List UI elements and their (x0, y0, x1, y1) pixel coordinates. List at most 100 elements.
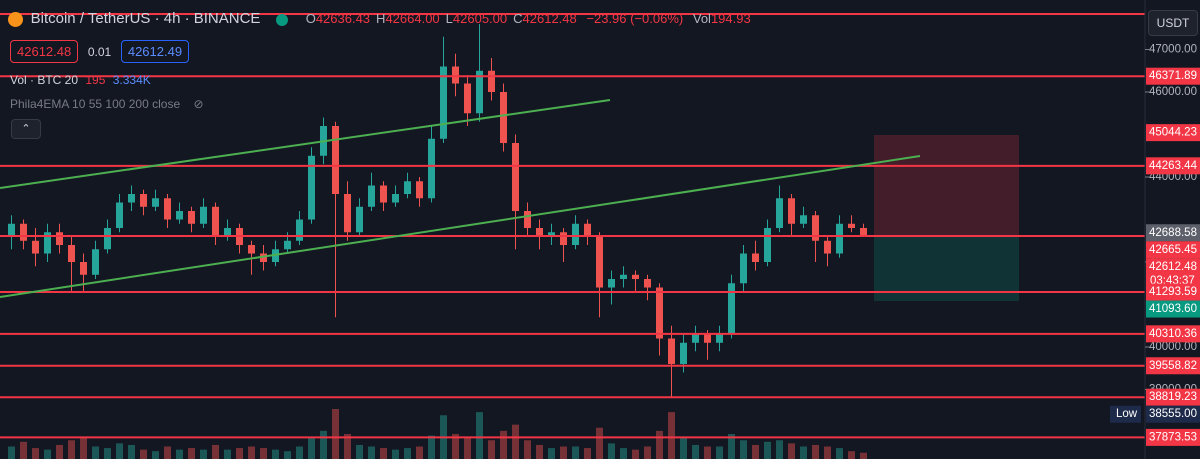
y-tick-label: 46000.00 (1149, 86, 1197, 98)
volume-bar (224, 449, 231, 459)
ohlc-value: 42612.48 (522, 11, 577, 26)
volume-bar (824, 446, 831, 459)
candle-body (800, 215, 807, 224)
ema-indicator: Phila4EMA 10 55 100 200 close ⊘ (10, 97, 204, 111)
target-zone (874, 236, 1019, 301)
change: −23.96 (−0.06%) (586, 11, 684, 26)
candle-body (68, 245, 75, 263)
candle-body (44, 232, 51, 254)
candle-body (656, 287, 663, 339)
candle-body (824, 240, 831, 254)
axis-labels: 47000.0046000.0044000.0042000.0040000.00… (1110, 44, 1200, 446)
candle-body (332, 126, 339, 195)
ohlc-label: H (376, 11, 386, 26)
candle-body (8, 223, 15, 237)
ohlc-label: L (445, 11, 453, 26)
price-label: 41093.60 (1149, 303, 1197, 315)
candle-body (632, 274, 639, 280)
volume-bar (644, 446, 651, 459)
candle-body (260, 253, 267, 263)
candle-body (440, 66, 447, 139)
price-label-box (1146, 300, 1200, 318)
price-label-box (1146, 405, 1200, 423)
market-status[interactable] (276, 13, 289, 26)
indicator-name[interactable]: Phila4EMA 10 55 100 200 close (10, 97, 181, 111)
candle-body (128, 194, 135, 203)
low-tag: Low (1116, 408, 1138, 420)
ohlc-value: 42605.00 (452, 11, 508, 26)
volume-bar (812, 444, 819, 459)
candle-body (224, 228, 231, 237)
candle-body (164, 198, 171, 220)
volume-bar (632, 449, 639, 459)
candle-body (836, 223, 843, 254)
candle-body (380, 185, 387, 203)
volume-bar (344, 434, 351, 459)
levels (0, 75, 1145, 439)
price-label-box (1146, 283, 1200, 301)
candle-body (428, 138, 435, 199)
volume-bar (320, 430, 327, 459)
candle-body (308, 155, 315, 220)
price-label: 40310.36 (1149, 328, 1197, 340)
volume-bar (56, 444, 63, 459)
volume-bar (692, 444, 699, 459)
volume-bar (584, 448, 591, 459)
candle-body (644, 279, 651, 288)
volume-bar (668, 412, 675, 459)
indicator-name[interactable]: Vol · BTC 20 (10, 73, 79, 87)
volume-bar (140, 449, 147, 459)
price-label-box (1146, 357, 1200, 375)
buy-button[interactable]: 42612.49 (120, 40, 190, 63)
candle-body (788, 198, 795, 224)
indicator-value: 195 (85, 73, 106, 87)
candle-body (524, 211, 531, 229)
currency-button[interactable]: USDT (1148, 10, 1198, 36)
volume-bar (236, 448, 243, 459)
volume-bar (596, 427, 603, 459)
volume-bar (512, 424, 519, 459)
price-label: 42665.45 (1149, 244, 1197, 256)
price-label: 42612.48 (1149, 261, 1197, 273)
ohlc-label: C (513, 11, 523, 26)
ohlc-value: 42664.00 (385, 11, 440, 26)
candles (8, 24, 867, 459)
volume-bar (392, 449, 399, 459)
volume-bar (272, 449, 279, 459)
price-label: 46371.89 (1149, 70, 1197, 82)
y-tick-label: 40000.00 (1149, 341, 1197, 353)
volume-bar (428, 435, 435, 459)
price-label: 41293.59 (1149, 286, 1197, 298)
candle-body (80, 262, 87, 275)
volume-bar (164, 446, 171, 459)
volume-bar (8, 446, 15, 459)
symbol[interactable]: Bitcoin / TetherUS · 4h · BINANCE (30, 10, 261, 27)
candle-body (392, 194, 399, 203)
price-label-box (1146, 157, 1200, 175)
volume-bar (296, 446, 303, 459)
volume-bar (152, 451, 159, 459)
candle-body (764, 228, 771, 263)
candle-body (560, 232, 567, 246)
volume-bar (836, 448, 843, 459)
volume-bar (368, 446, 375, 459)
candle-body (848, 223, 855, 229)
volume-bar (248, 446, 255, 459)
candle-body (812, 215, 819, 241)
sell-button[interactable]: 42612.48 (10, 40, 79, 63)
collapse-button[interactable]: ⌃ (11, 119, 41, 139)
volume-bar (560, 446, 567, 459)
btc-icon (8, 12, 23, 28)
candle-body (104, 228, 111, 250)
candle-body (752, 253, 759, 263)
candle-body (704, 334, 711, 343)
candle-body (344, 194, 351, 233)
hide-toggle[interactable]: ⊘ (193, 97, 204, 111)
candle-body (476, 70, 483, 114)
candle-body (176, 211, 183, 220)
volume-bar (476, 412, 483, 459)
symbol-row: Bitcoin / TetherUS · 4h · BINANCE O42636… (8, 10, 751, 28)
candle-body (248, 245, 255, 254)
candle-body (716, 334, 723, 343)
